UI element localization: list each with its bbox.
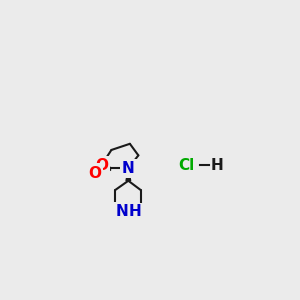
Text: H: H: [129, 204, 142, 219]
Text: N: N: [122, 161, 135, 176]
Polygon shape: [126, 168, 131, 181]
Text: O: O: [88, 166, 101, 181]
Text: N: N: [116, 204, 128, 219]
Text: Cl: Cl: [178, 158, 194, 173]
Text: O: O: [95, 158, 108, 173]
Text: H: H: [211, 158, 224, 173]
